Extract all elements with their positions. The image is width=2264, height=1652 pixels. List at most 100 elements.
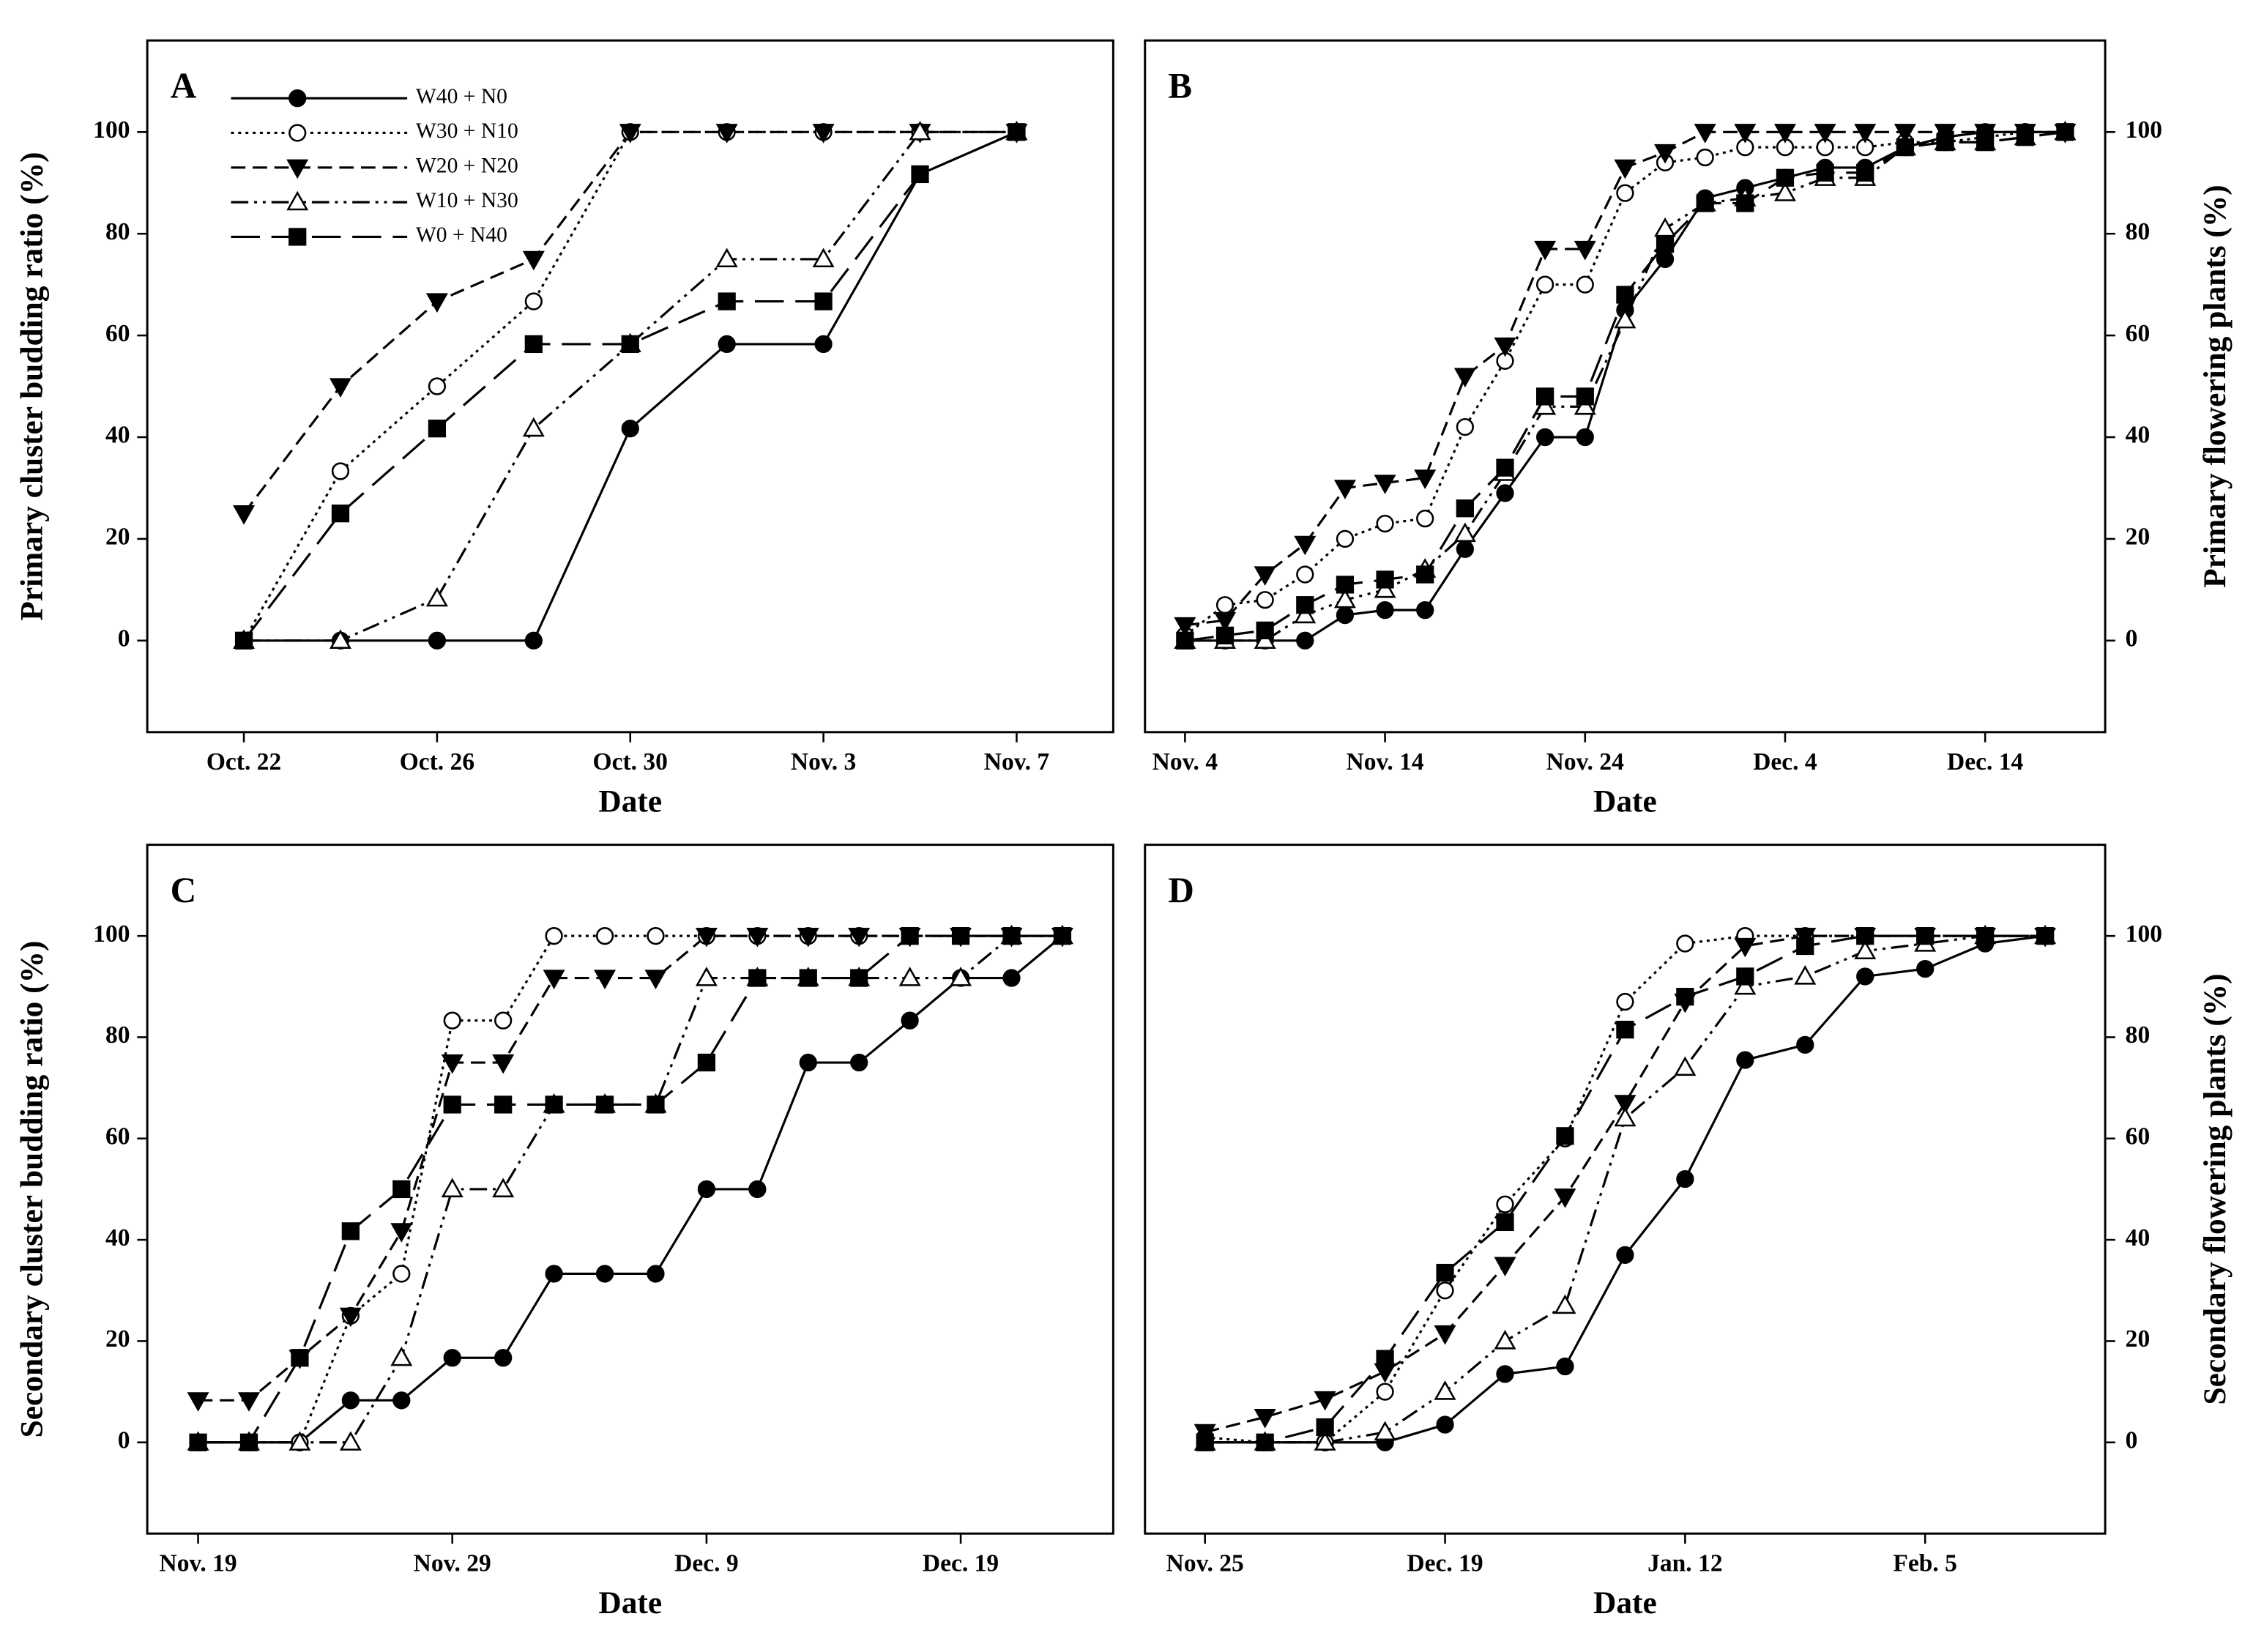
marker bbox=[850, 1053, 868, 1072]
marker bbox=[1496, 1213, 1514, 1232]
marker bbox=[1256, 591, 1274, 609]
marker bbox=[234, 631, 253, 650]
marker bbox=[901, 1011, 919, 1030]
marker bbox=[814, 335, 833, 354]
series-line bbox=[198, 934, 1062, 1444]
x-tick-label: Nov. 3 bbox=[791, 748, 856, 775]
marker bbox=[494, 1349, 513, 1367]
marker bbox=[1676, 934, 1694, 953]
marker bbox=[1416, 601, 1434, 620]
marker bbox=[390, 1346, 413, 1366]
marker bbox=[1574, 395, 1596, 415]
marker bbox=[1196, 1433, 1214, 1451]
y-tick-label: 40 bbox=[105, 1224, 130, 1251]
marker bbox=[812, 124, 835, 144]
y-axis-title: Primary cluster budding ratio (%) bbox=[14, 152, 49, 620]
marker bbox=[1694, 124, 1716, 144]
y-axis-title: Secondary cluster budding ratio (%) bbox=[14, 941, 49, 1438]
series-line bbox=[198, 934, 1062, 1444]
marker bbox=[1256, 621, 1274, 640]
marker bbox=[1414, 469, 1437, 489]
marker bbox=[1376, 1350, 1394, 1368]
x-tick-label: Oct. 22 bbox=[206, 748, 281, 775]
marker bbox=[288, 228, 307, 246]
marker bbox=[329, 629, 351, 649]
marker bbox=[441, 1177, 463, 1198]
marker bbox=[1736, 194, 1754, 212]
marker bbox=[1656, 234, 1675, 253]
marker bbox=[1536, 428, 1554, 447]
marker bbox=[1374, 1421, 1396, 1441]
marker bbox=[237, 1392, 261, 1412]
x-axis-title: Date bbox=[1593, 784, 1657, 819]
y-tick-label: 0 bbox=[2126, 625, 2138, 652]
marker bbox=[425, 587, 448, 607]
marker bbox=[644, 970, 667, 989]
marker bbox=[1374, 578, 1396, 598]
marker bbox=[286, 159, 309, 179]
marker bbox=[441, 1054, 463, 1074]
y-tick-label: 40 bbox=[2126, 1224, 2151, 1251]
marker bbox=[1576, 275, 1594, 294]
marker bbox=[1294, 603, 1317, 624]
marker bbox=[1796, 1035, 1814, 1054]
y-tick-label: 80 bbox=[105, 1022, 130, 1049]
marker bbox=[443, 1095, 461, 1114]
marker bbox=[1794, 965, 1817, 985]
series-line bbox=[1204, 934, 2046, 1444]
marker bbox=[1416, 565, 1434, 584]
marker bbox=[1496, 1365, 1514, 1383]
x-tick-label: Nov. 14 bbox=[1347, 748, 1424, 775]
marker bbox=[1734, 124, 1757, 144]
marker bbox=[494, 1095, 513, 1114]
marker bbox=[1434, 1325, 1456, 1345]
marker bbox=[443, 1011, 461, 1030]
marker bbox=[1773, 124, 1796, 144]
series-line bbox=[242, 130, 1017, 515]
marker bbox=[1936, 133, 1954, 152]
y-tick-label: 80 bbox=[2126, 1022, 2151, 1049]
marker bbox=[1336, 606, 1355, 625]
marker bbox=[1456, 499, 1474, 518]
marker bbox=[1894, 124, 1916, 144]
marker bbox=[1434, 1380, 1456, 1400]
marker bbox=[1215, 626, 1235, 644]
series-line bbox=[1204, 934, 2046, 1444]
marker bbox=[1616, 1246, 1634, 1264]
marker bbox=[524, 631, 543, 650]
marker bbox=[1416, 509, 1434, 528]
marker bbox=[1494, 1330, 1516, 1350]
y-tick-label: 60 bbox=[105, 320, 130, 347]
marker bbox=[1316, 1418, 1334, 1437]
plot-frame bbox=[1144, 844, 2107, 1535]
series-line bbox=[1185, 130, 2066, 627]
x-tick-label: Oct. 26 bbox=[400, 748, 474, 775]
marker bbox=[1336, 576, 1355, 594]
y-tick-label: 20 bbox=[2126, 524, 2151, 551]
marker bbox=[697, 1053, 716, 1072]
marker bbox=[1002, 927, 1021, 945]
marker bbox=[1534, 395, 1557, 415]
x-tick-label: Nov. 25 bbox=[1166, 1549, 1244, 1577]
marker bbox=[1254, 1409, 1276, 1429]
marker bbox=[288, 1431, 311, 1451]
legend-label: W10 + N30 bbox=[416, 189, 518, 212]
marker bbox=[545, 1265, 563, 1283]
marker bbox=[392, 1265, 411, 1283]
marker bbox=[697, 1180, 716, 1199]
marker bbox=[339, 1431, 362, 1451]
marker bbox=[1314, 1431, 1336, 1451]
marker bbox=[715, 124, 738, 144]
marker bbox=[1976, 133, 1995, 152]
marker bbox=[695, 967, 718, 986]
marker bbox=[1534, 240, 1557, 261]
marker bbox=[1796, 937, 1814, 956]
marker bbox=[898, 967, 921, 986]
marker bbox=[595, 1095, 614, 1114]
marker bbox=[748, 969, 767, 987]
marker bbox=[492, 1177, 515, 1198]
x-tick-label: Oct. 30 bbox=[593, 748, 668, 775]
marker bbox=[1174, 617, 1196, 637]
marker bbox=[1916, 927, 1935, 945]
marker bbox=[492, 1054, 515, 1074]
